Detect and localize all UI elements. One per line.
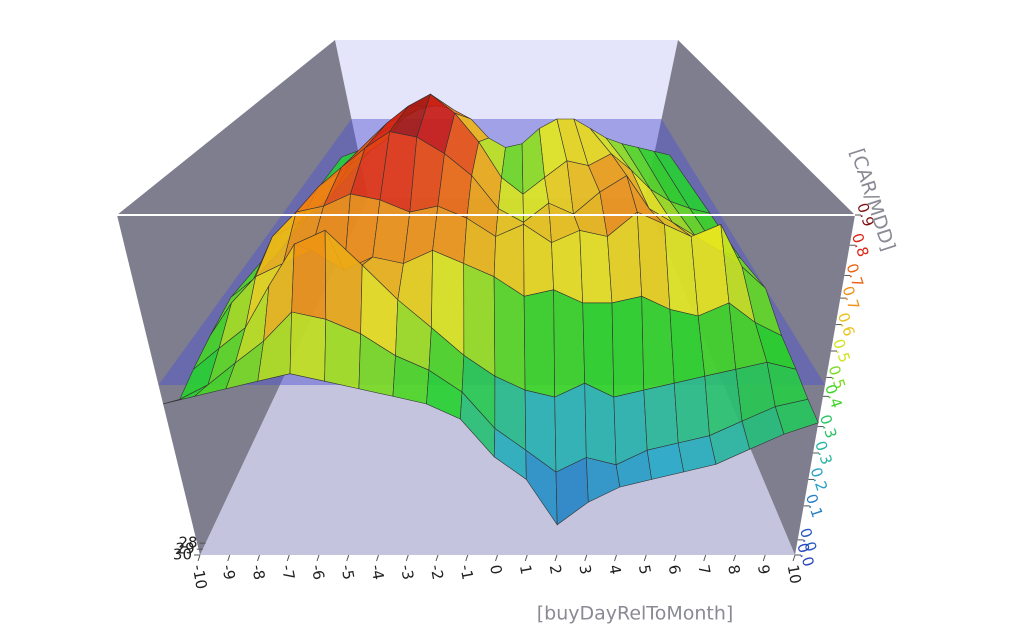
x-tick xyxy=(346,554,350,562)
surface-cell xyxy=(289,311,327,382)
x-tick-label: -4 xyxy=(367,563,387,581)
x-tick xyxy=(286,554,290,562)
x-tick-label: -7 xyxy=(278,563,298,581)
x-tick-label: 4 xyxy=(605,563,624,576)
x-tick xyxy=(762,554,766,562)
x-tick-label: -6 xyxy=(308,563,328,581)
y-tick-label: 30 xyxy=(173,546,192,564)
x-tick xyxy=(554,554,558,562)
x-tick xyxy=(643,554,647,562)
surface-cell xyxy=(554,382,587,473)
x-tick xyxy=(614,554,617,562)
x-tick xyxy=(435,554,439,562)
surface-cell xyxy=(523,289,556,398)
x-tick xyxy=(405,554,409,562)
y-tick-label: 28 xyxy=(179,534,198,552)
x-tick xyxy=(792,554,796,562)
x-tick-label: -5 xyxy=(337,563,357,581)
x-tick-label: 10 xyxy=(784,563,805,585)
y-tick-label: 29 xyxy=(176,540,195,558)
x-tick xyxy=(673,554,677,562)
z-tick-label: 0.3 xyxy=(811,439,835,467)
x-tick xyxy=(227,554,231,562)
surface-cell xyxy=(673,375,710,444)
surface-cell xyxy=(641,295,675,391)
x-tick xyxy=(733,554,736,562)
x-tick-label: 0 xyxy=(486,563,505,576)
z-tick-label: 0.2 xyxy=(807,465,831,493)
x-tick-label: 7 xyxy=(694,563,713,576)
x-tick xyxy=(197,554,201,562)
x-tick-label: -9 xyxy=(218,563,238,581)
x-tick xyxy=(465,554,469,562)
x-tick xyxy=(584,554,588,562)
x-tick xyxy=(524,554,528,562)
x-tick xyxy=(376,554,379,562)
z-tick-label: 0.6 xyxy=(834,310,858,338)
surface-cell xyxy=(611,295,645,398)
surface-cell xyxy=(553,289,586,398)
x-tick-label: 2 xyxy=(546,563,565,576)
surface-cell xyxy=(291,229,327,320)
surface-cell xyxy=(643,382,679,451)
surface-cell xyxy=(582,302,615,398)
x-tick-label: -10 xyxy=(189,563,211,590)
x-tick-label: 3 xyxy=(575,563,594,576)
x-tick-label: -8 xyxy=(248,563,268,581)
x-tick-label: -2 xyxy=(427,563,447,581)
z-tick-label: 0.5 xyxy=(829,337,853,365)
z-tick-label: 0.7 xyxy=(839,284,863,312)
x-tick-label: -1 xyxy=(456,563,476,581)
x-tick-label: 1 xyxy=(516,563,535,576)
z-tick-label: 0.1 xyxy=(802,492,826,520)
x-tick-label: 8 xyxy=(724,563,743,576)
surface-cell xyxy=(493,276,526,391)
x-tick-label: 9 xyxy=(754,563,773,576)
surface-cell xyxy=(774,398,819,435)
x-tick-label: -3 xyxy=(397,563,417,581)
x-axis-title: [buyDayRelToMonth] xyxy=(537,603,734,625)
z-tick-label: 0.3 xyxy=(816,412,840,440)
x-tick xyxy=(703,554,707,562)
x-tick-label: 5 xyxy=(635,563,654,576)
surface-cell xyxy=(579,230,613,304)
z-tick-label: 0.8 xyxy=(848,231,872,259)
x-tick xyxy=(316,554,320,562)
x-tick xyxy=(495,554,498,562)
x-tick-label: 6 xyxy=(665,563,684,576)
x-tick xyxy=(257,554,260,562)
